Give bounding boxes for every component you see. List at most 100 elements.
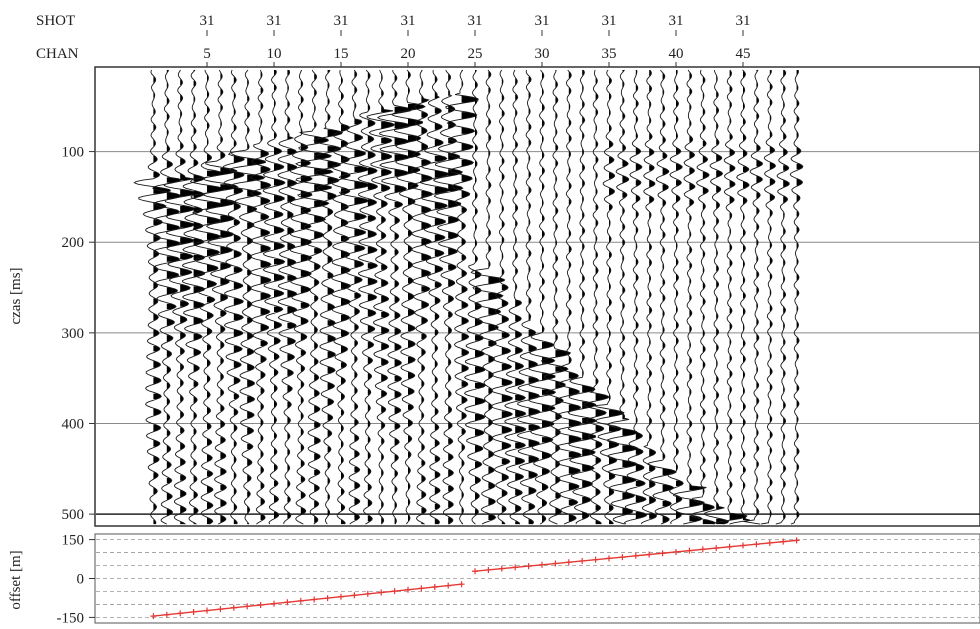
trace-positive-fill [260,245,271,253]
trace-positive-fill [354,245,365,253]
trace-wiggle [640,69,658,525]
trace-positive-fill [408,356,416,364]
offset-point [163,611,170,618]
trace-positive-fill [274,70,277,76]
trace-positive-fill [300,143,308,151]
shot-value-label: 31 [602,13,617,29]
seismic-trace [743,69,764,525]
trace-positive-fill [314,501,319,508]
trace-positive-fill [595,346,598,353]
trace-positive-fill [434,234,445,242]
seismic-trace [295,69,334,525]
seismic-trace [504,69,527,525]
trace-positive-fill [528,329,536,337]
channel-label: 5 [203,46,211,62]
time-tick-label: 300 [62,326,85,342]
trace-wiggle [133,69,172,525]
trace-positive-fill [233,313,244,321]
trace-positive-fill [287,180,297,187]
trace-positive-fill [542,341,554,349]
trace-wiggle [704,70,730,525]
shot-value-label: 31 [401,13,416,29]
trace-positive-fill [501,378,513,386]
trace-positive-fill [287,227,294,235]
seismic-trace [189,69,224,525]
seismic-trace [463,69,487,525]
trace-positive-fill [702,520,716,525]
trace-positive-fill [689,167,695,175]
trace-positive-fill [260,260,271,268]
offset-point [699,546,706,553]
offset-point [659,550,666,557]
trace-positive-fill [743,197,747,205]
trace-positive-fill [528,503,535,511]
offset-point [190,608,197,615]
offset-point [673,548,679,555]
trace-positive-fill [166,223,180,231]
seismic-trace [673,69,707,525]
trace-positive-fill [609,520,614,525]
offset-point [405,586,411,593]
trace-positive-fill [153,472,159,480]
offset-point [565,559,572,566]
trace-positive-fill [582,385,595,393]
trace-positive-fill [354,212,367,220]
trace-wiggle [366,69,395,525]
trace-positive-fill [488,481,495,489]
trace-wiggle [775,69,790,525]
trace-positive-fill [207,216,221,224]
seismic-trace [490,69,514,525]
offset-point [766,539,773,546]
trace-positive-fill [461,333,469,341]
channel-header-ticks: 31 5 31 10 31 15 31 20 31 25 31 30 31 35 31 40 31 45 [200,13,751,67]
channel-label: 40 [669,46,684,62]
offset-point [780,538,787,545]
trace-positive-fill [233,346,243,353]
offset-series [150,537,800,620]
trace-wiggle [227,69,266,525]
trace-positive-fill [595,457,601,465]
trace-positive-fill [354,513,360,520]
trace-positive-fill [434,518,440,525]
trace-positive-fill [488,434,493,442]
channel-label: 35 [602,46,617,62]
trace-positive-fill [367,182,378,190]
trace-positive-fill [408,309,415,317]
traces-panel: 100 200 300 400 500 czas [ms] [8,66,980,527]
trace-positive-fill [274,211,283,219]
offset-point [177,610,184,617]
trace-wiggle [181,69,206,525]
offset-point [498,565,505,572]
trace-wiggle [712,69,748,525]
trace-wiggle [593,69,625,525]
trace-positive-fill [233,186,243,194]
trace-wiggle [490,69,514,525]
offset-point [150,613,157,620]
seismic-trace [133,69,172,525]
traces-panel-frame [94,66,980,527]
trace-positive-fill [528,344,537,352]
trace-positive-fill [622,460,638,467]
trace-positive-fill [314,200,329,208]
trace-positive-fill [796,70,799,76]
seismic-trace [249,69,272,525]
offset-point [257,602,264,609]
trace-positive-fill [207,249,220,257]
offset-point [271,600,277,607]
seismic-traces [133,69,804,525]
trace-positive-fill [327,399,334,406]
offset-point [244,603,251,610]
trace-positive-fill [461,159,474,167]
offset-point [485,566,492,573]
trace-wiggle [673,69,707,525]
time-tick-label: 200 [62,235,85,251]
shot-value-label: 31 [334,13,349,29]
offset-tick-label: 0 [77,572,85,588]
trace-positive-fill [193,333,203,341]
trace-positive-fill [207,201,223,209]
trace-positive-fill [381,343,389,351]
time-axis-ticks: 100 200 300 400 500 [62,145,95,523]
trace-positive-fill [260,293,271,300]
offset-axis-label: offset [m] [8,550,24,609]
